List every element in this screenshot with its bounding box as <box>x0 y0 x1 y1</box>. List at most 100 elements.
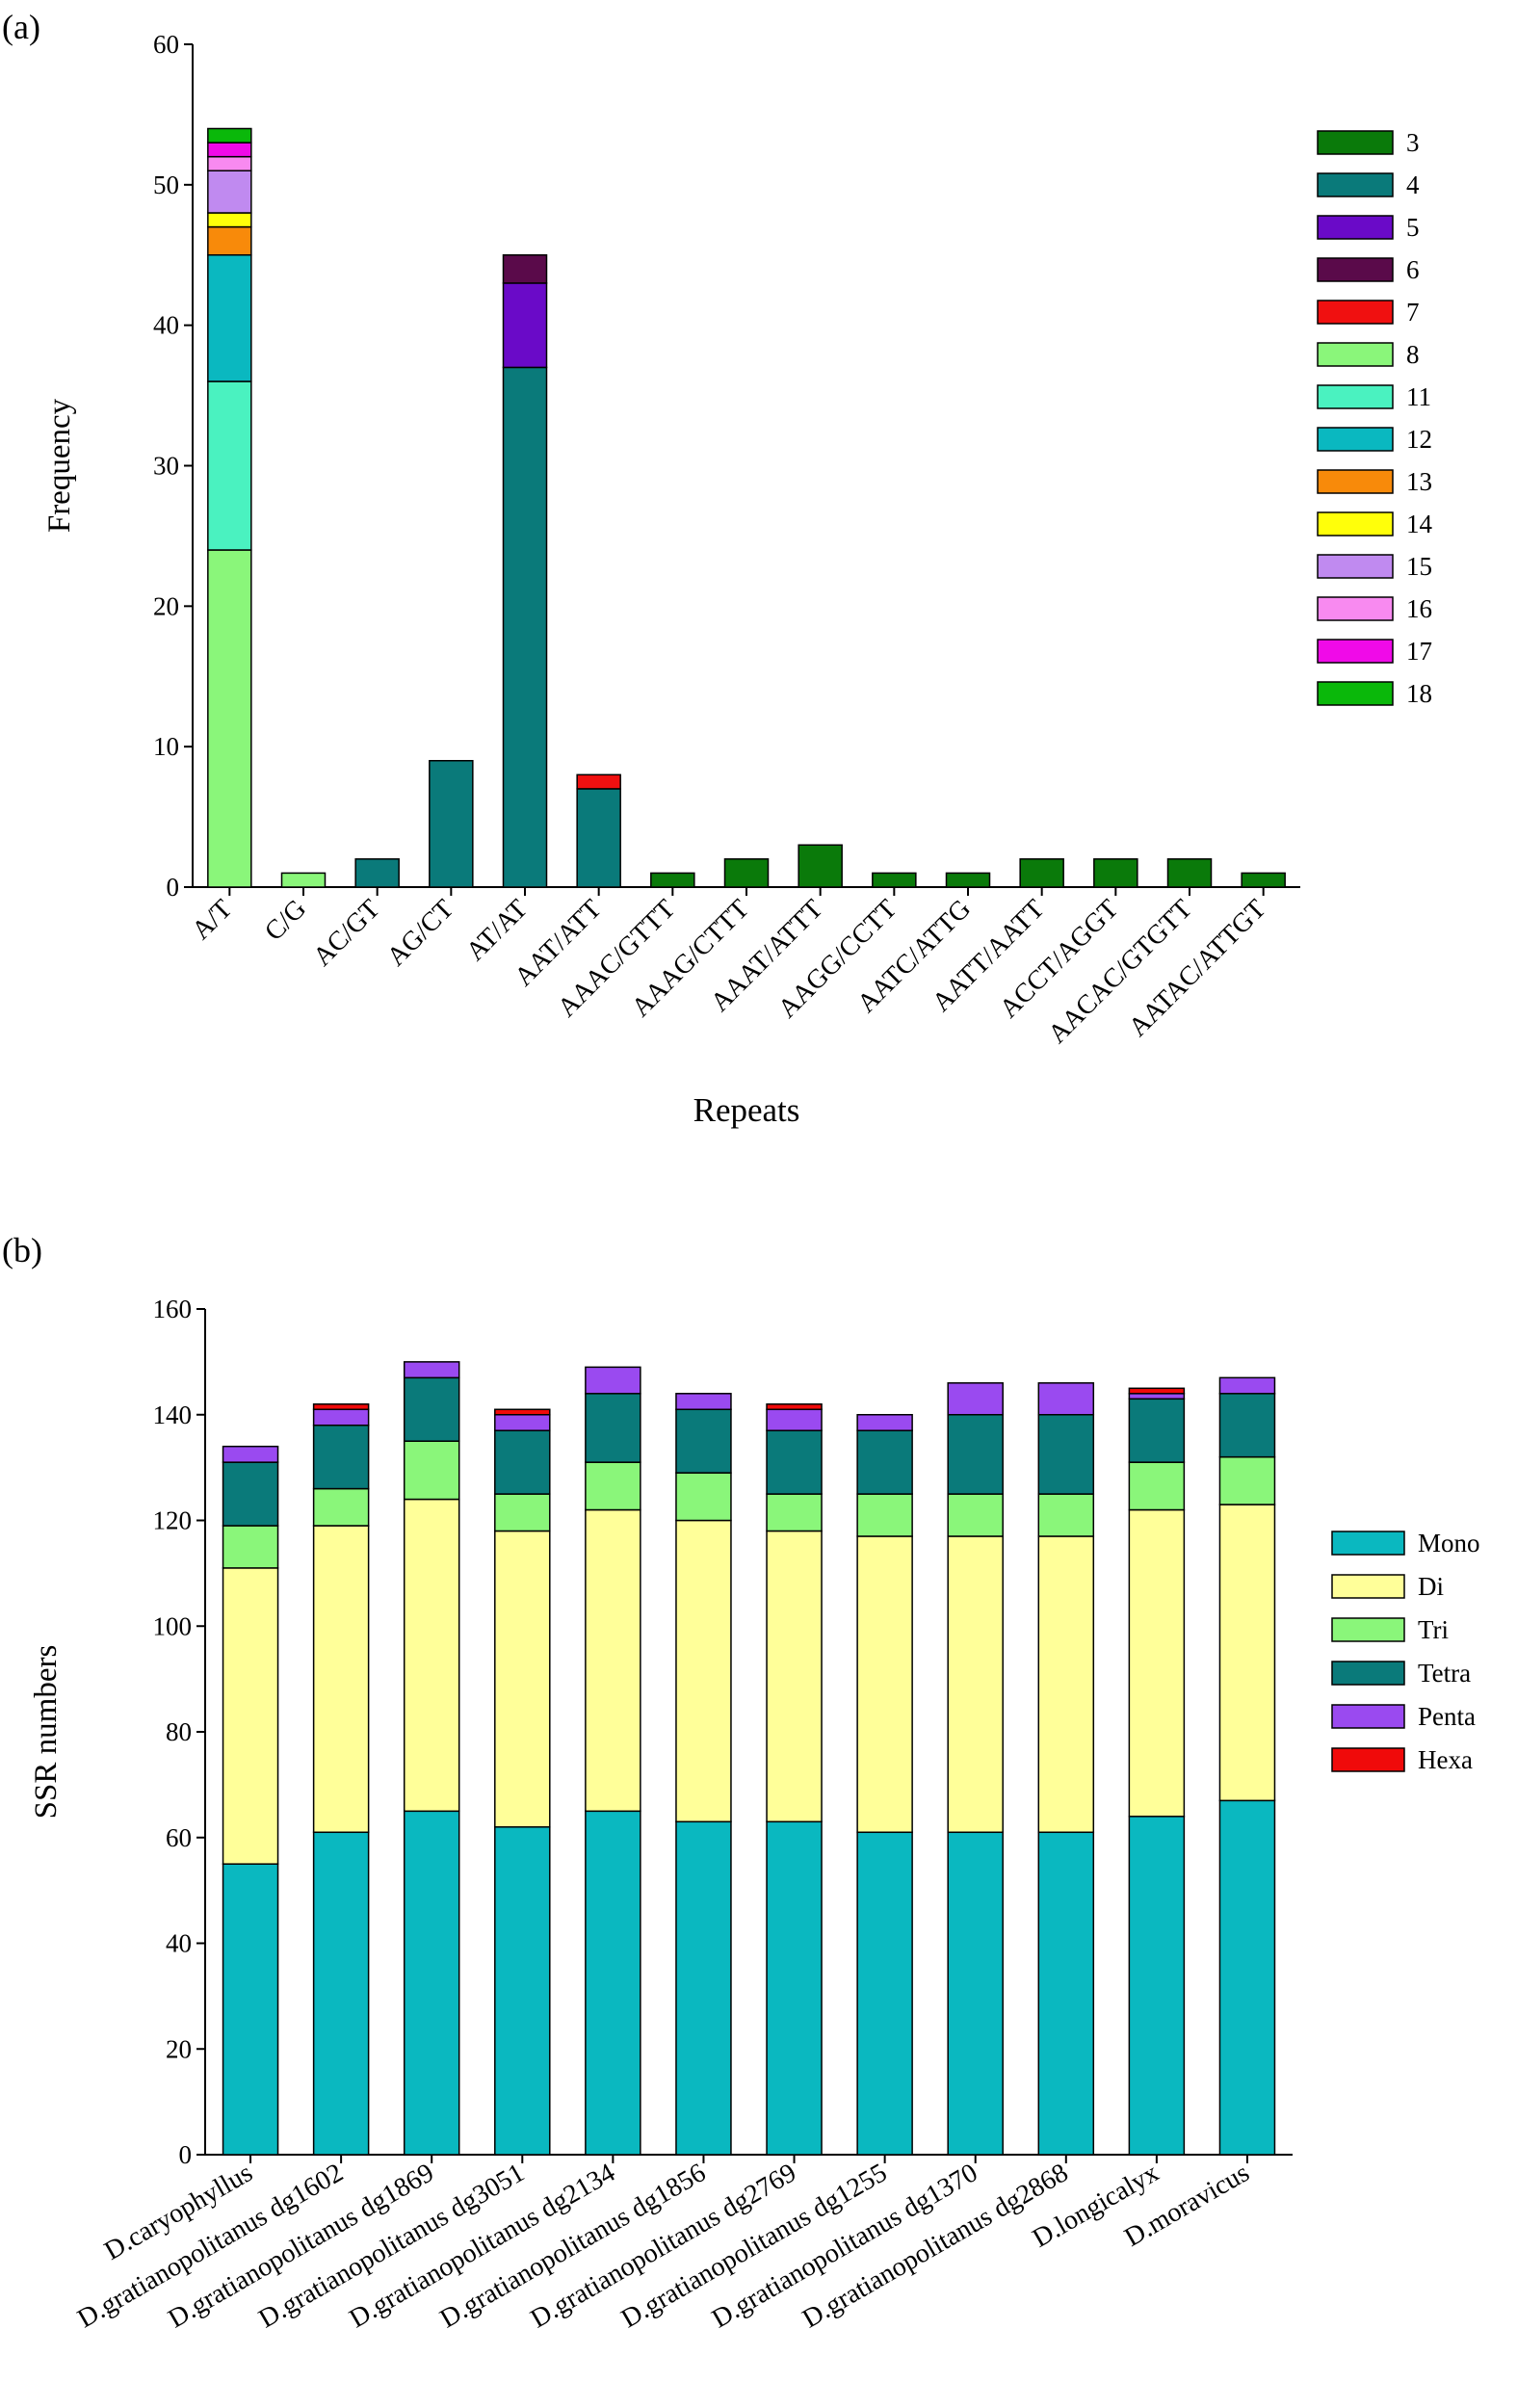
x-tick-label: AT/AT <box>460 894 534 967</box>
bar-segment <box>1037 1535 1095 1834</box>
bar-segment <box>312 1408 370 1426</box>
legend-label: 16 <box>1406 594 1432 623</box>
legend-swatch <box>1317 300 1394 325</box>
x-tick-label: AATAC/ATTGT <box>1123 894 1272 1043</box>
bar-segment <box>585 1366 641 1395</box>
bar-segment <box>280 872 327 888</box>
bar-segment <box>675 1393 732 1411</box>
bar-segment <box>1218 1504 1276 1802</box>
legend-swatch <box>1331 1661 1405 1686</box>
bar-segment <box>207 380 252 551</box>
bar-segment <box>766 1820 823 2156</box>
bar-segment <box>1166 858 1213 888</box>
bar-segment <box>494 1530 551 1828</box>
bar-segment <box>675 1472 732 1522</box>
bar-segment <box>1128 1393 1186 1400</box>
bar-segment <box>222 1525 279 1569</box>
y-tick-label: 120 <box>153 1506 193 1535</box>
y-tick-label: 140 <box>153 1400 193 1429</box>
bar-segment <box>502 282 548 369</box>
y-tick-label: 20 <box>153 591 179 620</box>
bar-segment <box>502 254 548 284</box>
legend-label: 11 <box>1406 382 1431 411</box>
legend-label: Mono <box>1418 1529 1480 1557</box>
legend-label: Hexa <box>1418 1745 1473 1774</box>
y-tick-label: 50 <box>153 170 179 199</box>
legend-label: Tri <box>1418 1615 1449 1644</box>
bar-segment <box>403 1376 460 1442</box>
y-tick-label: 40 <box>166 1929 192 1958</box>
bar-segment <box>576 788 621 888</box>
bar-segment <box>766 1408 823 1431</box>
legend-swatch <box>1317 215 1394 240</box>
bar-segment <box>207 549 252 888</box>
bar-segment <box>1128 1816 1186 2156</box>
bar-segment <box>403 1361 460 1379</box>
legend-label: Penta <box>1418 1702 1476 1731</box>
legend-label: 6 <box>1406 255 1420 284</box>
bar-segment <box>1037 1414 1095 1495</box>
bar-segment <box>766 1429 823 1495</box>
bar-segment <box>798 844 843 888</box>
bar-segment <box>312 1525 370 1834</box>
x-tick-label: C/G <box>259 894 312 947</box>
y-tick-label: 0 <box>179 2140 193 2169</box>
legend-swatch <box>1317 172 1394 197</box>
panel-a-label: (a) <box>2 8 40 46</box>
bar-segment <box>947 1493 1004 1537</box>
legend-swatch <box>1317 469 1394 494</box>
bar-segment <box>207 155 252 172</box>
bar-segment <box>1128 1387 1186 1395</box>
legend-label: 12 <box>1406 425 1432 454</box>
bar-segment <box>585 1810 641 2156</box>
bar-segment <box>502 366 548 888</box>
legend-swatch <box>1331 1747 1405 1772</box>
bar-segment <box>312 1831 370 2156</box>
legend-swatch <box>1317 596 1394 621</box>
legend-swatch <box>1317 639 1394 664</box>
legend-label: 7 <box>1406 298 1420 327</box>
bar-segment <box>354 858 400 888</box>
bar-segment <box>1037 1831 1095 2156</box>
bar-segment <box>872 872 917 888</box>
y-tick-label: 10 <box>153 732 179 761</box>
legend-swatch <box>1317 384 1394 409</box>
bar-segment <box>856 1831 913 2156</box>
y-tick-label: 160 <box>153 1295 193 1323</box>
bar-segment <box>494 1826 551 2156</box>
bar-segment <box>856 1493 913 1537</box>
legend-label: Di <box>1418 1572 1444 1601</box>
bar-segment <box>1218 1393 1276 1458</box>
bar-segment <box>429 760 474 888</box>
legend-label: 8 <box>1406 340 1420 369</box>
bar-segment <box>1241 872 1286 888</box>
bar-segment <box>1019 858 1064 888</box>
bar-segment <box>1037 1382 1095 1416</box>
chart-b: 020406080100120140160D.caryophyllusD.gra… <box>29 1295 1480 2334</box>
y-tick-label: 60 <box>153 30 179 59</box>
bar-segment <box>947 1382 1004 1416</box>
bar-segment <box>222 1445 279 1463</box>
legend-label: 15 <box>1406 552 1432 581</box>
legend-swatch <box>1331 1574 1405 1599</box>
bar-segment <box>947 1414 1004 1495</box>
legend-swatch <box>1331 1704 1405 1729</box>
x-tick-label: AG/CT <box>381 894 459 972</box>
bar-segment <box>945 872 991 888</box>
y-tick-label: 80 <box>166 1717 192 1746</box>
bar-segment <box>585 1461 641 1511</box>
bar-segment <box>675 1408 732 1474</box>
bar-segment <box>650 872 695 888</box>
bar-segment <box>403 1498 460 1813</box>
legend-swatch <box>1317 427 1394 452</box>
legend-swatch <box>1317 681 1394 706</box>
bar-segment <box>494 1493 551 1532</box>
y-tick-label: 20 <box>166 2034 192 2063</box>
y-tick-label: 60 <box>166 1823 192 1852</box>
bar-segment <box>1093 858 1138 888</box>
bar-segment <box>222 1863 279 2156</box>
legend-label: 13 <box>1406 467 1432 496</box>
bar-segment <box>222 1567 279 1865</box>
panel-b-label: (b) <box>2 1231 42 1269</box>
